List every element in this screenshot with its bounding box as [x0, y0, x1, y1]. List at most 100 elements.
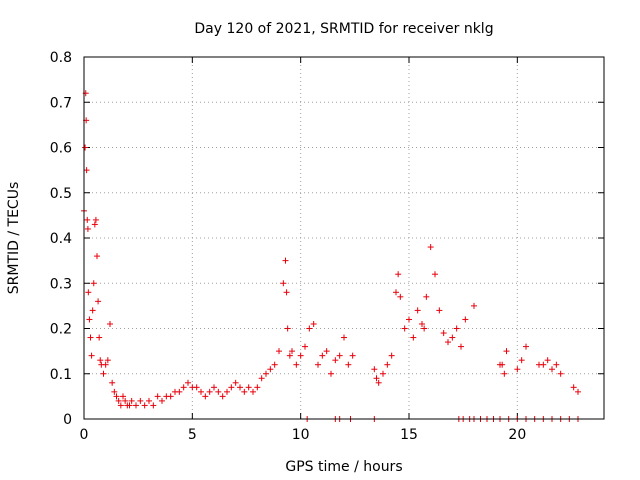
- data-points: [81, 90, 581, 422]
- data-point: [95, 298, 102, 305]
- data-point: [540, 361, 547, 368]
- data-point: [373, 375, 380, 382]
- data-point: [432, 271, 438, 278]
- data-point: [332, 357, 339, 364]
- data-point: [109, 379, 116, 386]
- data-point: [215, 388, 222, 395]
- data-point: [193, 384, 200, 391]
- data-point: [104, 357, 111, 364]
- data-point: [276, 348, 282, 355]
- data-point: [250, 388, 256, 395]
- data-point: [224, 388, 230, 395]
- data-point: [263, 370, 269, 377]
- data-point: [449, 334, 456, 341]
- data-point: [180, 384, 187, 391]
- data-point: [328, 370, 334, 377]
- data-point: [89, 307, 96, 314]
- y-tick-label: 0.8: [50, 50, 72, 66]
- y-tick-label: 0.3: [50, 276, 72, 292]
- data-point: [406, 316, 412, 323]
- data-point: [570, 384, 577, 391]
- data-point: [228, 384, 235, 391]
- data-point: [141, 402, 148, 409]
- y-tick-label: 0.1: [50, 367, 72, 383]
- data-point: [453, 325, 460, 332]
- data-point: [100, 370, 107, 377]
- data-point: [319, 352, 326, 359]
- data-point: [310, 320, 317, 327]
- data-point: [458, 343, 464, 350]
- data-point: [289, 348, 295, 355]
- data-point: [575, 388, 581, 395]
- data-point: [254, 384, 261, 391]
- data-point: [87, 334, 94, 341]
- x-axis-label: GPS time / hours: [285, 459, 402, 475]
- data-point: [258, 375, 265, 382]
- data-point: [111, 388, 118, 395]
- data-point: [84, 225, 91, 232]
- data-point: [323, 348, 330, 355]
- data-point: [523, 343, 529, 350]
- data-point: [120, 393, 126, 400]
- data-point: [202, 393, 209, 400]
- data-point: [83, 167, 90, 174]
- data-point: [395, 271, 402, 278]
- data-point: [388, 352, 395, 359]
- data-point: [306, 325, 313, 332]
- data-point: [421, 325, 428, 332]
- data-point: [211, 384, 217, 391]
- data-point: [82, 144, 89, 151]
- data-point: [241, 388, 248, 395]
- data-point: [423, 293, 430, 300]
- data-point: [414, 307, 421, 314]
- data-point: [384, 361, 391, 368]
- data-point: [336, 352, 343, 359]
- data-point: [283, 289, 290, 296]
- data-point: [92, 216, 99, 223]
- data-point: [232, 379, 239, 386]
- data-point: [553, 361, 560, 368]
- data-point: [271, 361, 278, 368]
- x-tick-label: 0: [80, 427, 89, 443]
- data-point: [86, 316, 93, 323]
- data-point: [544, 357, 551, 364]
- data-point: [293, 361, 300, 368]
- data-point: [237, 384, 243, 391]
- data-point: [133, 402, 139, 409]
- data-point: [150, 402, 157, 409]
- data-point: [549, 366, 555, 373]
- data-point: [84, 216, 91, 223]
- data-point: [185, 379, 191, 386]
- data-point: [137, 397, 144, 404]
- x-tick-label: 10: [292, 427, 310, 443]
- data-point: [393, 289, 399, 296]
- data-point: [167, 393, 174, 400]
- data-point: [267, 366, 274, 373]
- data-point: [245, 384, 252, 391]
- y-tick-label: 0.6: [50, 141, 72, 157]
- data-point: [315, 361, 321, 368]
- data-point: [154, 393, 161, 400]
- data-point: [397, 293, 404, 300]
- data-point: [518, 357, 525, 364]
- data-point: [503, 348, 510, 355]
- data-point: [219, 393, 226, 400]
- chart-title: Day 120 of 2021, SRMTID for receiver nkl…: [194, 21, 493, 37]
- data-point: [113, 393, 120, 400]
- x-tick-label: 15: [400, 427, 418, 443]
- x-tick-label: 20: [508, 427, 526, 443]
- data-point: [146, 397, 152, 404]
- data-point: [280, 280, 287, 287]
- data-point: [501, 370, 508, 377]
- data-point: [102, 361, 109, 368]
- data-point: [436, 307, 443, 314]
- data-point: [117, 402, 124, 409]
- data-point: [122, 397, 129, 404]
- data-point: [284, 325, 291, 332]
- data-point: [499, 361, 506, 368]
- data-point: [96, 334, 103, 341]
- data-point: [97, 357, 104, 364]
- data-point: [297, 352, 304, 359]
- data-point: [286, 352, 293, 359]
